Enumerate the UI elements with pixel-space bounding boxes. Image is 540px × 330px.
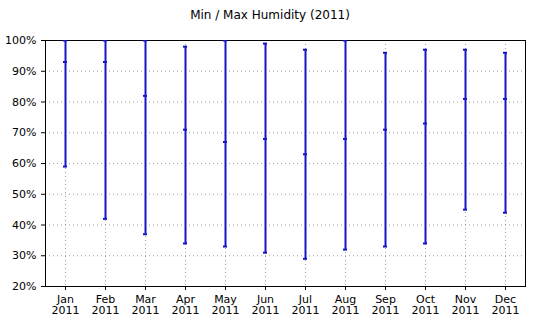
svg-text:70%: 70%	[12, 126, 36, 139]
svg-text:May2011: May2011	[212, 293, 240, 317]
svg-text:Oct2011: Oct2011	[412, 293, 440, 317]
svg-text:Sep2011: Sep2011	[372, 293, 400, 317]
svg-text:60%: 60%	[12, 157, 36, 170]
svg-text:20%: 20%	[12, 280, 36, 293]
svg-text:Apr2011: Apr2011	[172, 293, 200, 317]
svg-text:Mar2011: Mar2011	[132, 293, 160, 317]
svg-text:Dec2011: Dec2011	[492, 293, 520, 317]
svg-text:80%: 80%	[12, 96, 36, 109]
svg-text:30%: 30%	[12, 249, 36, 262]
svg-text:100%: 100%	[5, 34, 36, 47]
svg-text:40%: 40%	[12, 219, 36, 232]
svg-text:Jun2011: Jun2011	[252, 293, 280, 317]
svg-text:90%: 90%	[12, 65, 36, 78]
svg-text:50%: 50%	[12, 188, 36, 201]
svg-text:Jan2011: Jan2011	[52, 293, 80, 317]
svg-text:Jul2011: Jul2011	[292, 293, 320, 317]
html-text:Min / Max Humidity (2011): Min / Max Humidity (2011)	[190, 8, 350, 22]
svg-text:Nov2011: Nov2011	[452, 293, 480, 317]
svg-text:Aug2011: Aug2011	[332, 293, 360, 317]
svg-text:Feb2011: Feb2011	[92, 293, 120, 317]
